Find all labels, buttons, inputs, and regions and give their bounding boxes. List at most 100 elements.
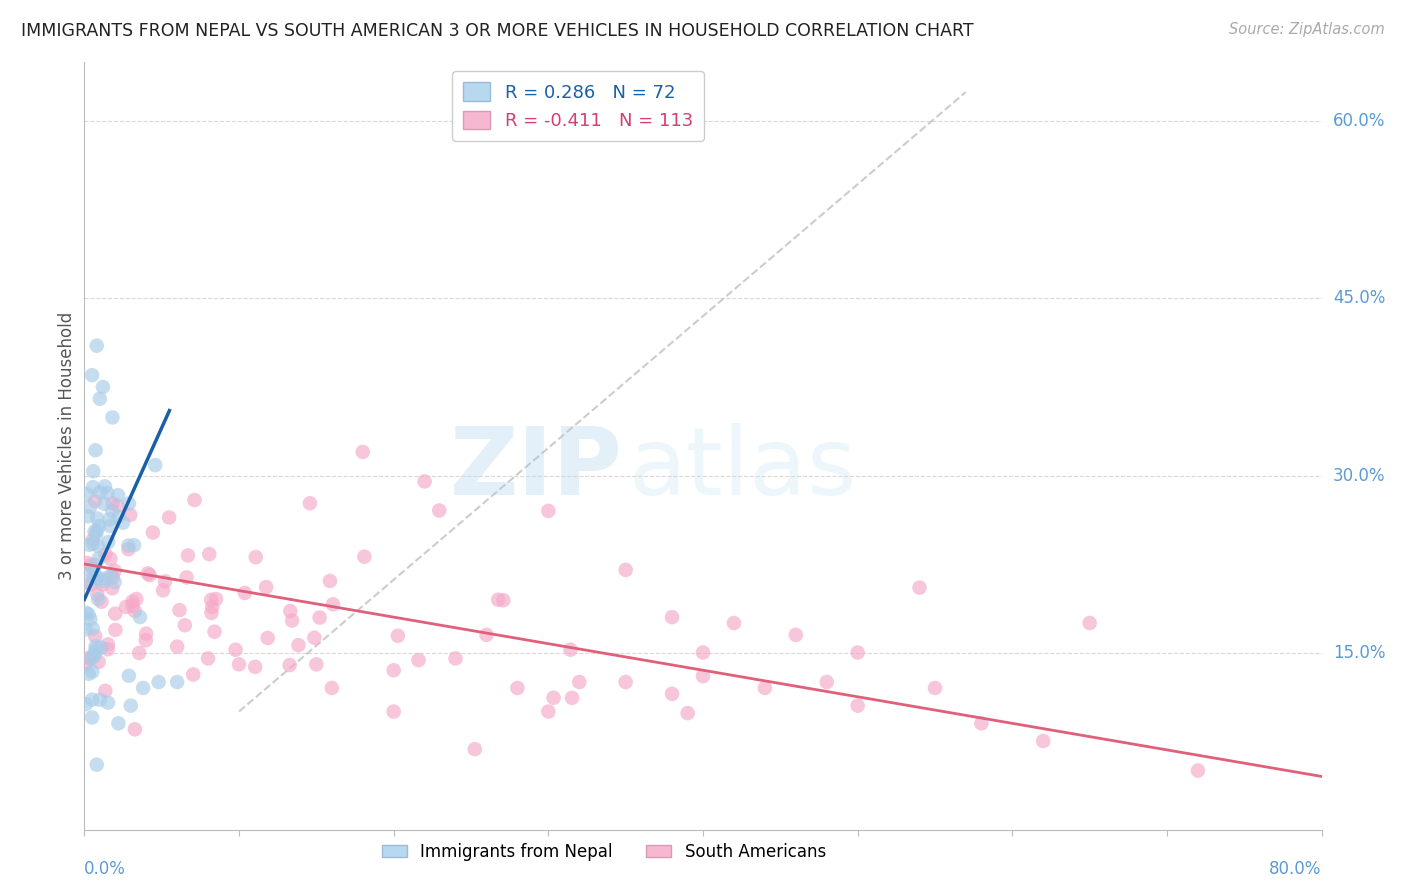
Point — [97, 642, 120, 657]
Point — [82, 480, 104, 494]
Point — [183, 493, 205, 508]
Point — [107, 509, 129, 524]
Point — [166, 675, 188, 690]
Point — [118, 497, 141, 511]
Point — [128, 646, 150, 660]
Point — [120, 508, 142, 522]
Point — [785, 628, 807, 642]
Point — [138, 568, 160, 582]
Point — [614, 675, 637, 690]
Point — [243, 660, 266, 674]
Point — [107, 716, 129, 731]
Point — [177, 549, 200, 563]
Point — [101, 504, 124, 518]
Point — [692, 646, 714, 660]
Point — [486, 592, 509, 607]
Point — [305, 657, 328, 672]
Point — [124, 723, 146, 737]
Point — [444, 651, 467, 665]
Point — [80, 564, 103, 578]
Point — [157, 510, 180, 524]
Point — [101, 410, 124, 425]
Point — [86, 339, 108, 353]
Point — [143, 458, 166, 472]
Point — [200, 592, 222, 607]
Text: 60.0%: 60.0% — [1333, 112, 1385, 130]
Point — [382, 663, 405, 677]
Point — [1078, 615, 1101, 630]
Point — [129, 610, 152, 624]
Point — [197, 651, 219, 665]
Point — [475, 628, 498, 642]
Point — [142, 525, 165, 540]
Point — [135, 633, 157, 648]
Point — [76, 487, 98, 501]
Point — [169, 603, 191, 617]
Point — [464, 742, 486, 756]
Point — [98, 512, 121, 526]
Point — [353, 549, 375, 564]
Point — [754, 681, 776, 695]
Point — [79, 612, 101, 626]
Point — [101, 570, 124, 584]
Point — [970, 716, 993, 731]
Point — [228, 657, 250, 672]
Point — [153, 574, 176, 589]
Point — [84, 639, 107, 653]
Point — [75, 622, 97, 636]
Point — [692, 669, 714, 683]
Point — [256, 631, 278, 645]
Point — [103, 575, 125, 590]
Point — [83, 524, 105, 539]
Text: 30.0%: 30.0% — [1333, 467, 1385, 484]
Point — [98, 519, 121, 533]
Point — [173, 618, 195, 632]
Point — [104, 607, 127, 621]
Point — [96, 486, 118, 500]
Point — [568, 675, 591, 690]
Point — [97, 696, 120, 710]
Point — [97, 637, 120, 651]
Text: 0.0%: 0.0% — [84, 860, 127, 878]
Point — [83, 646, 105, 660]
Point — [661, 687, 683, 701]
Point — [82, 692, 104, 706]
Point — [100, 551, 122, 566]
Point — [281, 614, 304, 628]
Point — [614, 563, 637, 577]
Point — [136, 566, 159, 581]
Point — [91, 574, 114, 588]
Point — [676, 706, 699, 720]
Point — [152, 583, 174, 598]
Point — [104, 623, 127, 637]
Point — [298, 496, 321, 510]
Point — [560, 642, 582, 657]
Point — [321, 681, 343, 695]
Point — [89, 392, 111, 406]
Point — [352, 445, 374, 459]
Point — [908, 581, 931, 595]
Point — [86, 757, 108, 772]
Point — [278, 604, 301, 618]
Point — [543, 690, 565, 705]
Point — [122, 538, 145, 552]
Point — [84, 629, 107, 643]
Point — [100, 568, 122, 582]
Point — [90, 595, 112, 609]
Point — [148, 675, 170, 690]
Point — [245, 550, 267, 565]
Point — [79, 500, 101, 514]
Point — [94, 683, 117, 698]
Point — [84, 642, 107, 657]
Point — [87, 551, 110, 566]
Point — [427, 503, 450, 517]
Point — [846, 698, 869, 713]
Text: Source: ZipAtlas.com: Source: ZipAtlas.com — [1229, 22, 1385, 37]
Text: 45.0%: 45.0% — [1333, 290, 1385, 308]
Point — [94, 547, 117, 561]
Point — [661, 610, 683, 624]
Point — [86, 570, 108, 584]
Point — [278, 658, 301, 673]
Point — [101, 582, 124, 596]
Point — [121, 594, 143, 608]
